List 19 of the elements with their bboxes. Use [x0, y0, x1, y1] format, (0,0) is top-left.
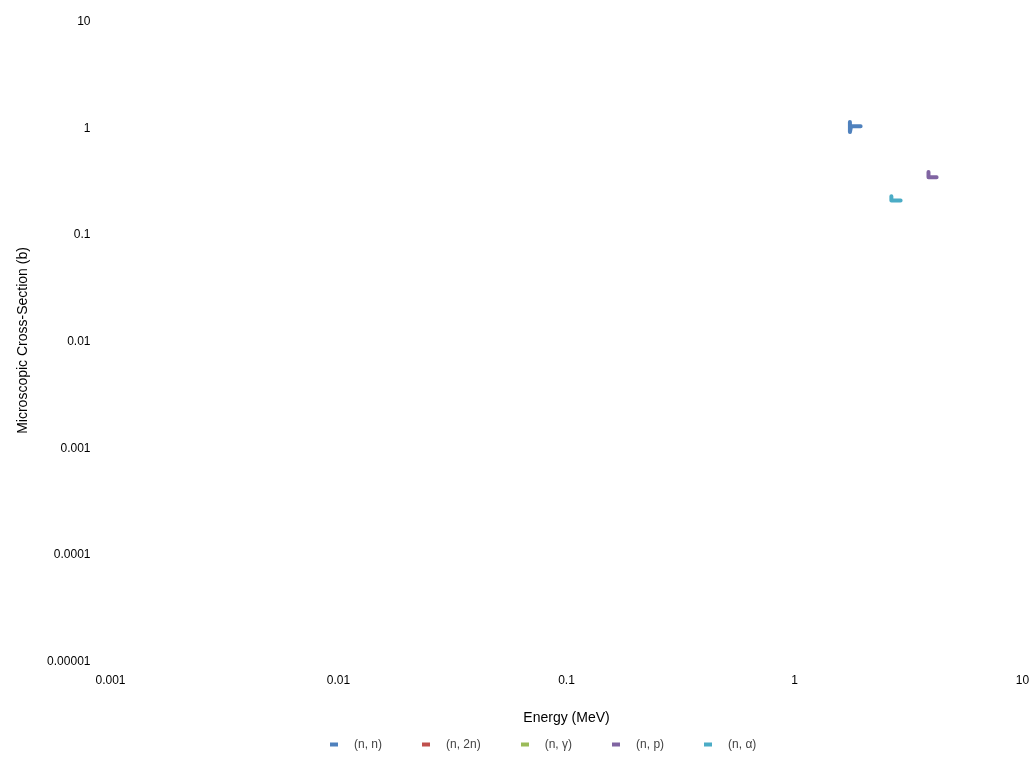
- x-tick-label: 0.001: [95, 672, 126, 687]
- y-tick-label: 0.0001: [53, 547, 91, 562]
- legend-label: (n, 2n): [446, 737, 481, 751]
- x-tick-label: 10: [1015, 672, 1030, 687]
- x-axis-title: Energy (MeV): [523, 708, 610, 725]
- x-tick-label: 0.01: [326, 672, 351, 687]
- y-tick-label: 1: [83, 120, 91, 135]
- legend-label: (n, p): [636, 737, 665, 751]
- y-tick-label: 0.1: [73, 227, 91, 242]
- legend-label: (n, n): [354, 737, 383, 751]
- legend-label: (n, α): [728, 737, 757, 751]
- legend-label: (n, γ): [544, 737, 573, 751]
- y-axis-title: Microscopic Cross-Section (b): [14, 247, 31, 434]
- x-tick-label: 0.1: [558, 672, 576, 687]
- x-tick-label: 1: [791, 672, 799, 687]
- y-tick-label: 0.01: [67, 334, 91, 348]
- y-tick-label: 0.00001: [47, 654, 91, 668]
- y-tick-label: 10: [77, 14, 91, 28]
- y-tick-label: 0.001: [60, 440, 91, 455]
